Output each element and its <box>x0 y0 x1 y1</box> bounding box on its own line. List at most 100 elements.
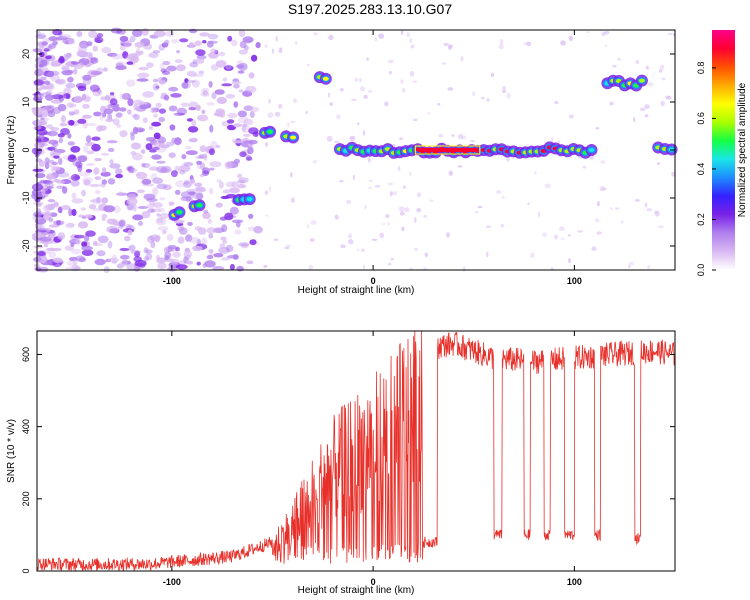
noise-blob <box>82 145 89 153</box>
noise-blob <box>80 207 87 211</box>
noise-blob <box>582 165 587 169</box>
noise-blob <box>490 72 495 78</box>
noise-blob <box>100 96 107 101</box>
noise-blob <box>264 44 268 48</box>
noise-blob <box>208 233 214 239</box>
noise-blob <box>203 153 208 161</box>
noise-blob <box>409 70 415 77</box>
noise-blob <box>103 67 108 72</box>
noise-blob <box>52 141 59 147</box>
noise-blob <box>189 61 199 68</box>
noise-blob <box>208 249 214 254</box>
noise-blob <box>554 100 559 105</box>
noise-blob <box>86 41 93 47</box>
noise-blob <box>201 237 207 245</box>
noise-blob <box>188 42 195 48</box>
noise-blob <box>184 78 189 83</box>
noise-blob <box>132 214 144 221</box>
noise-blob <box>143 247 149 254</box>
noise-blob <box>665 95 672 100</box>
noise-blob <box>35 119 41 126</box>
noise-blob <box>164 31 175 37</box>
noise-blob <box>115 65 127 71</box>
noise-blob <box>238 29 246 38</box>
colorbar-tick-label: 0.8 <box>696 62 706 75</box>
noise-blob <box>183 162 194 167</box>
noise-blob <box>77 118 87 124</box>
noise-blob <box>181 154 187 160</box>
noise-blob <box>89 84 100 92</box>
x-tick-label: 100 <box>567 577 582 587</box>
noise-blob <box>221 224 228 233</box>
noise-blob <box>127 165 135 174</box>
noise-blob <box>176 64 186 72</box>
noise-blob <box>554 234 558 240</box>
noise-blob <box>48 217 54 223</box>
noise-blob <box>101 218 106 221</box>
track-core <box>290 135 297 140</box>
noise-blob <box>183 250 193 258</box>
noise-blob <box>110 27 123 34</box>
noise-blob <box>236 184 247 189</box>
noise-blob <box>247 139 258 145</box>
noise-blob <box>252 131 259 137</box>
noise-blob <box>47 199 56 203</box>
noise-blob <box>128 167 138 173</box>
noise-blob <box>41 41 48 46</box>
noise-blob <box>61 205 71 210</box>
noise-blob <box>120 40 125 46</box>
noise-blob <box>192 59 198 65</box>
noise-blob <box>53 220 65 226</box>
noise-blob <box>599 160 606 164</box>
noise-blob <box>36 228 49 233</box>
noise-blob <box>40 76 47 81</box>
y-tick-label: 400 <box>21 419 31 434</box>
noise-blob <box>189 137 198 143</box>
noise-blob <box>151 121 162 127</box>
noise-blob <box>50 203 56 208</box>
colorbar-tick-label: 0.0 <box>696 264 706 277</box>
noise-blob <box>264 190 269 195</box>
noise-blob <box>236 180 246 184</box>
noise-blob <box>127 109 132 115</box>
noise-blob <box>71 61 80 65</box>
noise-blob <box>594 218 600 223</box>
noise-blob <box>162 61 171 66</box>
noise-blob <box>53 155 60 159</box>
noise-blob <box>404 207 410 213</box>
x-tick-label: -100 <box>163 276 181 286</box>
noise-blob <box>185 150 198 156</box>
noise-blob <box>119 130 128 138</box>
noise-blob <box>53 106 61 115</box>
noise-blob <box>534 171 537 175</box>
noise-blob <box>253 226 263 234</box>
noise-blob <box>286 244 291 248</box>
noise-blob <box>125 53 138 62</box>
y-tick-label: 0 <box>21 147 31 152</box>
noise-blob <box>138 220 143 227</box>
noise-blob <box>86 150 95 155</box>
noise-blob <box>172 251 181 258</box>
noise-blob <box>362 264 366 269</box>
noise-blob <box>85 230 96 237</box>
y-tick-label: -10 <box>21 191 31 204</box>
noise-blob <box>326 135 333 142</box>
noise-blob <box>102 167 107 173</box>
noise-blob <box>604 44 608 47</box>
noise-blob <box>644 104 650 109</box>
noise-blob <box>152 83 160 91</box>
noise-blob <box>201 87 210 94</box>
noise-blob <box>34 141 42 149</box>
noise-blob <box>84 214 93 219</box>
noise-blob <box>406 31 411 38</box>
noise-blob <box>99 113 104 121</box>
noise-blob <box>134 51 141 57</box>
noise-blob <box>110 98 118 106</box>
noise-blob <box>120 254 130 260</box>
noise-blob <box>73 175 81 180</box>
noise-blob <box>388 70 392 75</box>
noise-blob <box>152 50 161 54</box>
noise-blob <box>568 114 574 119</box>
noise-blob <box>202 167 210 175</box>
noise-blob <box>656 162 661 165</box>
